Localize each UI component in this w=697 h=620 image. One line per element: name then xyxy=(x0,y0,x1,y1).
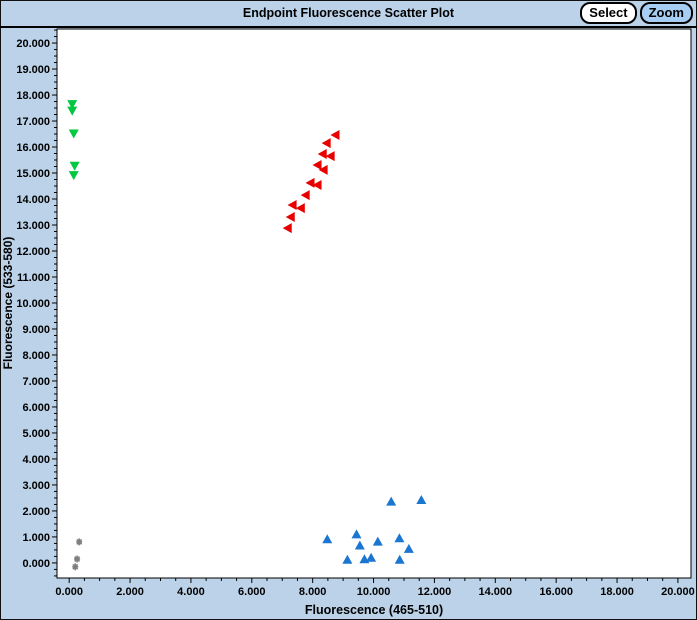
x-tick-label: 12.000 xyxy=(418,586,452,598)
red-group-marker xyxy=(312,159,322,170)
plot-area[interactable] xyxy=(56,28,692,579)
blue-group-marker xyxy=(394,533,405,543)
blue-group-marker xyxy=(372,536,383,546)
y-tick-label: 2.000 xyxy=(22,506,50,518)
red-group-marker xyxy=(312,179,322,190)
x-tick-label: 14.000 xyxy=(478,586,512,598)
y-tick-label: 5.000 xyxy=(22,428,50,440)
y-tick-label: 18.000 xyxy=(16,90,50,102)
red-group-marker xyxy=(330,130,340,141)
red-group-marker xyxy=(321,138,331,149)
blue-group-marker xyxy=(403,543,414,553)
y-tick-label: 14.000 xyxy=(16,194,50,206)
red-group-marker xyxy=(305,177,315,188)
y-tick-label: 20.000 xyxy=(16,38,50,50)
blue-group-marker xyxy=(416,495,427,505)
y-tick-label: 1.000 xyxy=(22,532,50,544)
y-tick-label: 9.000 xyxy=(22,324,50,336)
y-axis-title: Fluorescence (533-580) xyxy=(1,236,15,370)
y-tick-label: 6.000 xyxy=(22,402,50,414)
blue-group-marker xyxy=(366,552,377,562)
blue-group-marker xyxy=(386,496,397,506)
x-tick-label: 2.000 xyxy=(116,586,144,598)
red-group-marker xyxy=(325,151,335,162)
red-group-marker xyxy=(282,223,292,234)
y-tick-label: 11.000 xyxy=(17,272,50,284)
green-group-marker xyxy=(68,129,79,139)
gray-group-marker xyxy=(72,563,79,571)
y-tick-label: 8.000 xyxy=(22,350,50,362)
zoom-button[interactable]: Zoom xyxy=(639,2,693,24)
y-tick-label: 13.000 xyxy=(16,220,50,232)
blue-group-marker xyxy=(354,540,365,550)
red-group-marker xyxy=(285,211,295,222)
page-title: Endpoint Fluorescence Scatter Plot xyxy=(242,6,455,20)
blue-group-marker xyxy=(322,534,333,544)
x-tick-label: 20.000 xyxy=(661,586,695,598)
y-tick-label: 15.000 xyxy=(16,168,50,180)
green-group-marker xyxy=(67,100,78,110)
x-axis-title: Fluorescence (465-510) xyxy=(304,603,444,617)
y-tick-label: 10.000 xyxy=(16,298,50,310)
y-tick-label: 16.000 xyxy=(16,142,50,154)
x-tick-label: 8.000 xyxy=(299,586,327,598)
blue-group-marker xyxy=(342,554,353,564)
y-tick-label: 12.000 xyxy=(16,246,50,258)
y-tick-label: 4.000 xyxy=(22,454,50,466)
y-tick-label: 17.000 xyxy=(16,116,50,128)
toolbar: Select Zoom xyxy=(580,2,693,24)
x-tick-label: 0.000 xyxy=(55,586,83,598)
title-bar: Endpoint Fluorescence Scatter Plot Selec… xyxy=(0,0,697,26)
red-group-marker xyxy=(317,149,327,160)
x-tick-label: 4.000 xyxy=(177,586,205,598)
header-divider xyxy=(0,26,697,28)
x-tick-label: 10.000 xyxy=(357,586,391,598)
y-tick-label: 0.000 xyxy=(22,558,50,570)
select-button[interactable]: Select xyxy=(580,2,637,24)
gray-group-marker xyxy=(76,538,83,546)
x-tick-label: 16.000 xyxy=(539,586,573,598)
y-tick-label: 7.000 xyxy=(22,376,50,388)
red-group-marker xyxy=(287,199,297,210)
y-tick-label: 3.000 xyxy=(22,480,50,492)
red-group-marker xyxy=(295,203,305,214)
red-group-marker xyxy=(300,190,310,201)
green-group-marker xyxy=(69,161,80,171)
green-group-marker xyxy=(67,106,78,116)
blue-group-marker xyxy=(351,529,362,539)
x-tick-label: 18.000 xyxy=(600,586,634,598)
red-group-marker xyxy=(318,164,328,175)
green-group-marker xyxy=(68,171,79,181)
y-tick-label: 19.000 xyxy=(16,64,50,76)
blue-group-marker xyxy=(394,554,405,564)
x-tick-label: 6.000 xyxy=(238,586,266,598)
gray-group-marker xyxy=(74,555,81,563)
